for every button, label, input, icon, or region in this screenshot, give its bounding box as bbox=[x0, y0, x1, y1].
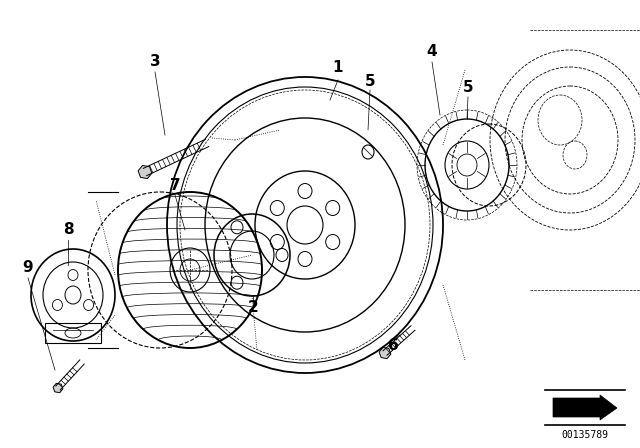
Text: 5: 5 bbox=[365, 74, 375, 90]
Polygon shape bbox=[553, 395, 617, 420]
Text: 8: 8 bbox=[63, 223, 74, 237]
Text: 2: 2 bbox=[248, 301, 259, 315]
Text: 4: 4 bbox=[427, 44, 437, 60]
Text: 3: 3 bbox=[150, 55, 160, 69]
Text: 1: 1 bbox=[333, 60, 343, 76]
Text: 5: 5 bbox=[463, 81, 474, 95]
Text: 9: 9 bbox=[22, 260, 33, 276]
Polygon shape bbox=[138, 165, 152, 179]
Polygon shape bbox=[379, 347, 391, 359]
Text: 00135789: 00135789 bbox=[561, 430, 609, 440]
Text: 7: 7 bbox=[170, 177, 180, 193]
Text: 6: 6 bbox=[388, 339, 398, 353]
Polygon shape bbox=[53, 383, 63, 393]
